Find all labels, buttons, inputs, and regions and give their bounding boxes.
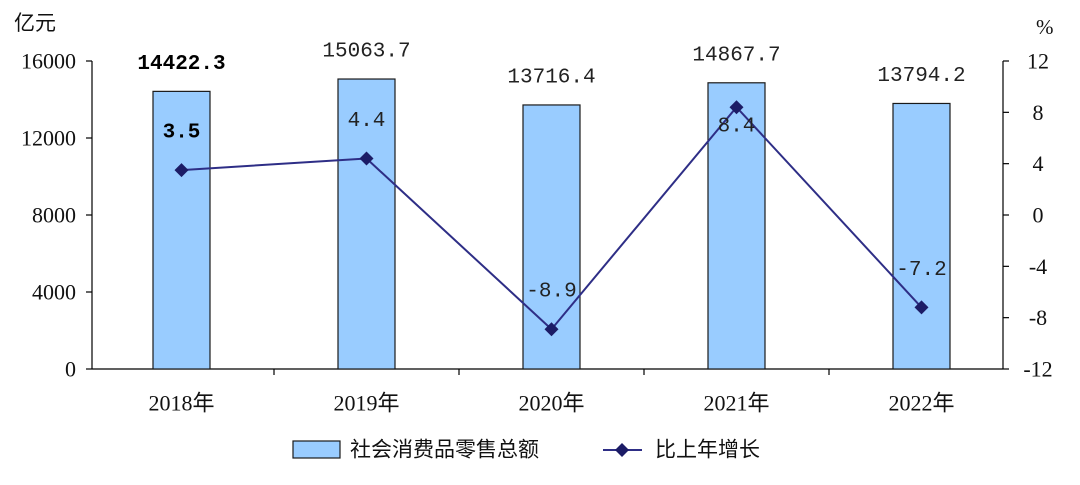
- growth-value-label: 8.4: [718, 116, 756, 139]
- x-tick-label: 2018年: [148, 391, 214, 416]
- growth-marker: [729, 100, 744, 115]
- retail-sales-bar: [337, 78, 396, 370]
- x-tick-label: 2021年: [703, 391, 769, 416]
- right-tick-label: -12: [1023, 357, 1052, 382]
- growth-marker: [174, 163, 189, 178]
- left-tick-label: 8000: [32, 203, 76, 228]
- left-tick-label: 4000: [32, 280, 76, 305]
- bar-value-label: 14867.7: [692, 44, 780, 67]
- growth-value-label: 4.4: [348, 110, 386, 133]
- x-tick-label: 2019年: [333, 391, 399, 416]
- bar-value-label: 15063.7: [322, 41, 410, 64]
- legend-swatch-bar: [292, 440, 341, 459]
- axes: 0 4000 8000 12000 16000 -12 -8 -4 0 4 8 12 2018年 2019…: [21, 49, 1053, 416]
- bar-value-label: 13794.2: [877, 65, 965, 88]
- growth-value-label: -7.2: [896, 259, 946, 282]
- legend-label-bar: 社会消费品零售总额: [350, 439, 539, 462]
- left-tick-label: 0: [65, 357, 76, 382]
- growth-marker: [914, 300, 929, 315]
- line-series: [174, 100, 929, 337]
- left-tick-label: 12000: [21, 126, 76, 151]
- growth-marker: [544, 322, 559, 337]
- right-axis-unit: %: [1036, 15, 1054, 39]
- growth-marker: [359, 151, 374, 166]
- retail-sales-bar: [152, 90, 211, 370]
- bar-value-label: 14422.3: [137, 53, 225, 76]
- x-tick-label: 2020年: [518, 391, 584, 416]
- right-tick-label: 0: [1033, 203, 1044, 228]
- left-axis-unit: 亿元: [14, 11, 56, 35]
- data-labels: 14422.3 15063.7 13716.4 14867.7 13794.2 3.5 4.…: [137, 41, 965, 304]
- legend-label-line: 比上年增长: [655, 439, 760, 462]
- growth-value-label: -8.9: [526, 281, 576, 304]
- growth-value-label: 3.5: [163, 122, 201, 145]
- legend-diamond-marker: [615, 443, 629, 457]
- retail-sales-bar: [522, 104, 581, 370]
- bar-series: [152, 78, 951, 370]
- left-tick-label: 16000: [21, 49, 76, 74]
- retail-sales-bar: [892, 102, 951, 370]
- legend: 社会消费品零售总额 比上年增长: [292, 439, 760, 462]
- right-tick-label: 12: [1027, 49, 1049, 74]
- right-tick-label: -4: [1029, 254, 1047, 279]
- x-tick-label: 2022年: [888, 391, 954, 416]
- right-tick-label: 4: [1033, 151, 1044, 176]
- bar-value-label: 13716.4: [507, 66, 595, 89]
- right-tick-label: 8: [1033, 100, 1044, 125]
- right-tick-label: -8: [1029, 305, 1047, 330]
